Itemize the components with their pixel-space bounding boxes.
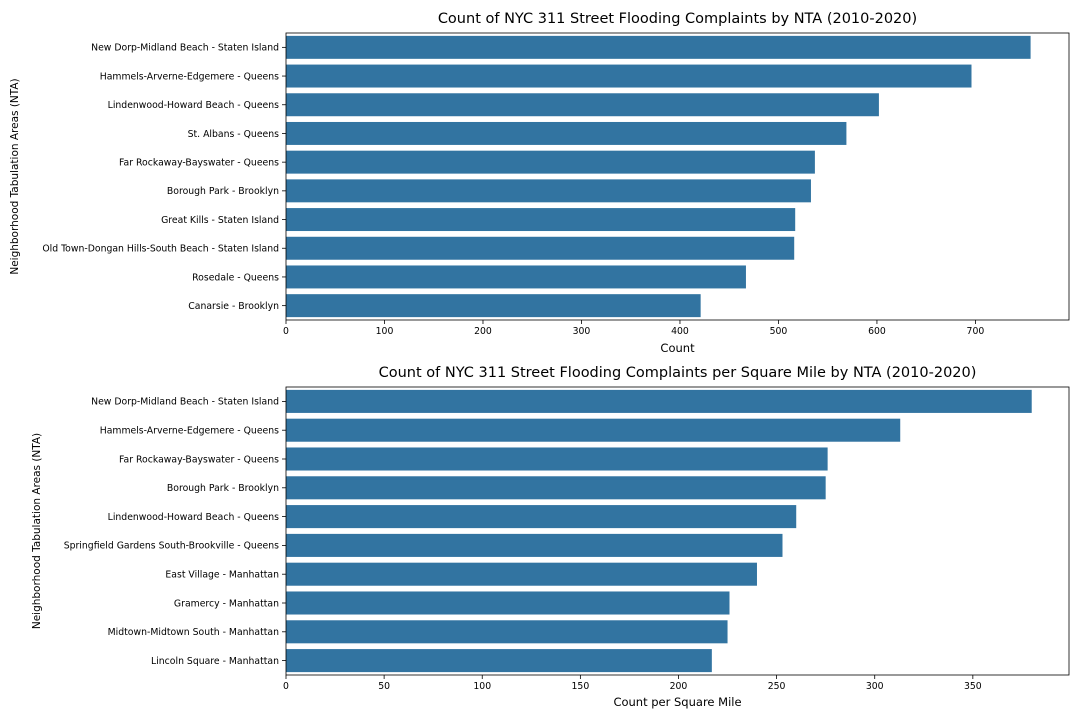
bar [286, 150, 815, 174]
bar [286, 591, 730, 615]
x-tick-label: 400 [671, 326, 689, 337]
bar [286, 418, 901, 442]
y-axis-label: Neighborhood Tabulation Areas (NTA) [31, 433, 43, 629]
bar [286, 93, 879, 117]
bar [286, 620, 728, 644]
x-tick-label: 0 [283, 681, 289, 692]
category-label: Great Kills - Staten Island [161, 215, 279, 226]
category-label: Far Rockaway-Bayswater - Queens [119, 454, 279, 465]
x-tick-label: 0 [283, 326, 289, 337]
bar [286, 447, 828, 471]
bar [286, 179, 811, 203]
axes-frame [285, 386, 1070, 676]
x-tick-label: 200 [474, 326, 492, 337]
category-label: Borough Park - Brooklyn [167, 483, 279, 494]
x-tick-label: 100 [376, 326, 394, 337]
bar [286, 121, 847, 145]
chart-panel-per-square-mile: Count of NYC 311 Street Flooding Complai… [31, 365, 1070, 709]
category-label: Midtown-Midtown South - Manhattan [108, 627, 279, 638]
chart-panel-count: Count of NYC 311 Street Flooding Complai… [9, 11, 1070, 355]
x-tick-label: 500 [770, 326, 788, 337]
x-tick-label: 200 [670, 681, 688, 692]
x-tick-label: 350 [964, 681, 982, 692]
x-tick-label: 300 [573, 326, 591, 337]
bar [286, 35, 1031, 59]
x-tick-label: 700 [967, 326, 985, 337]
x-tick-label: 600 [868, 326, 886, 337]
x-tick-label: 150 [571, 681, 589, 692]
chart-title: Count of NYC 311 Street Flooding Complai… [438, 11, 917, 27]
category-label: Far Rockaway-Bayswater - Queens [119, 157, 279, 168]
category-label: St. Albans - Queens [188, 129, 280, 140]
x-tick-label: 250 [768, 681, 786, 692]
category-label: Lindenwood-Howard Beach - Queens [108, 512, 280, 523]
category-label: Lincoln Square - Manhattan [151, 656, 279, 667]
bar [286, 208, 796, 232]
bar [286, 236, 795, 260]
y-axis-label: Neighborhood Tabulation Areas (NTA) [9, 78, 21, 274]
category-label: Canarsie - Brooklyn [188, 301, 279, 312]
category-label: Rosedale - Queens [192, 272, 279, 283]
x-axis-label: Count [660, 341, 695, 355]
x-axis-label: Count per Square Mile [613, 695, 741, 709]
x-tick-label: 50 [378, 681, 390, 692]
bar [286, 505, 797, 529]
category-label: Borough Park - Brooklyn [167, 186, 279, 197]
category-label: Hammels-Arverne-Edgemere - Queens [100, 426, 279, 437]
category-label: Old Town-Dongan Hills-South Beach - Stat… [42, 244, 279, 255]
x-tick-label: 300 [866, 681, 884, 692]
bar [286, 64, 972, 88]
category-label: Springfield Gardens South-Brookville - Q… [64, 541, 279, 552]
bar [286, 294, 701, 318]
bar [286, 649, 712, 673]
category-label: New Dorp-Midland Beach - Staten Island [91, 43, 279, 54]
category-label: Gramercy - Manhattan [174, 598, 279, 609]
category-label: East Village - Manhattan [165, 570, 279, 581]
category-label: Hammels-Arverne-Edgemere - Queens [100, 71, 279, 82]
bar [286, 562, 757, 586]
bar [286, 533, 783, 557]
bar [286, 265, 746, 289]
bar [286, 389, 1032, 413]
category-label: Lindenwood-Howard Beach - Queens [108, 100, 280, 111]
category-label: New Dorp-Midland Beach - Staten Island [91, 397, 279, 408]
chart-title: Count of NYC 311 Street Flooding Complai… [379, 365, 977, 381]
bar [286, 476, 826, 500]
axes-frame [285, 32, 1070, 321]
x-tick-label: 100 [473, 681, 491, 692]
